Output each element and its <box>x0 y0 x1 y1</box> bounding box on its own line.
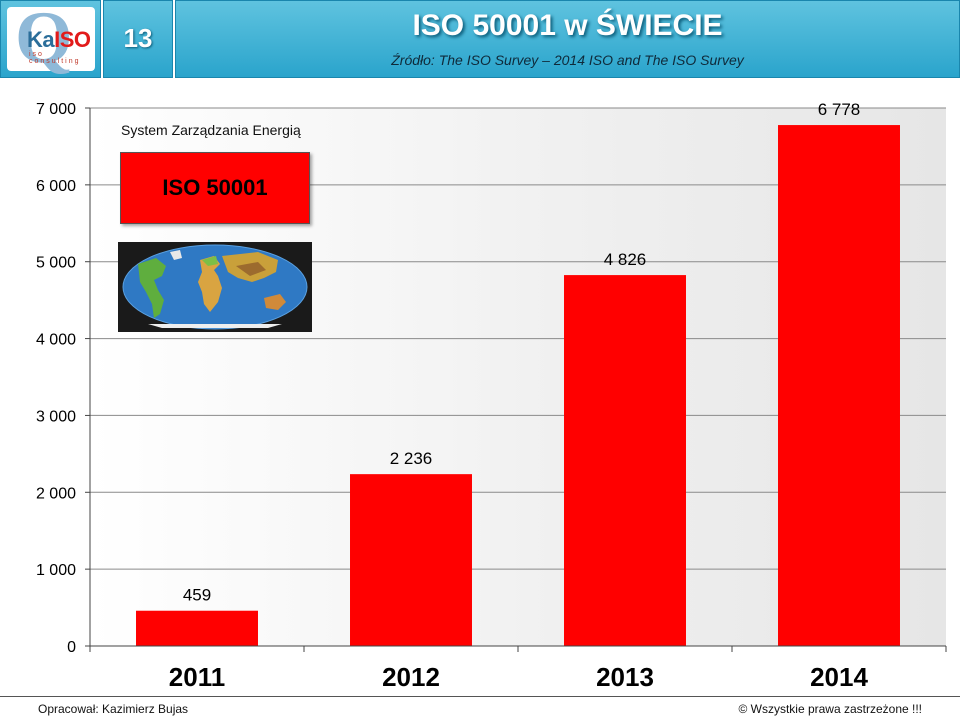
kaiso-logo: Q KaISO iso consulting <box>0 0 101 78</box>
copyright-notice: © Wszystkie prawa zastrzeżone !!! <box>738 702 922 716</box>
logo-q-glyph: Q <box>15 0 73 79</box>
energy-system-label: System Zarządzania Energią <box>121 122 301 138</box>
bar-2014 <box>778 125 900 647</box>
logo-text-prefix: Ka <box>27 27 55 52</box>
bar-2011 <box>136 610 258 646</box>
y-tick-label: 7 000 <box>36 101 76 118</box>
y-tick-label: 0 <box>67 639 76 656</box>
data-label-2014: 6 778 <box>818 100 861 119</box>
x-tick-label: 2012 <box>382 662 440 692</box>
logo-text-iso: ISO <box>54 27 91 52</box>
y-tick-label: 3 000 <box>36 408 76 425</box>
y-tick-label: 6 000 <box>36 178 76 195</box>
title-box: ISO 50001 w ŚWIECIE Źródło: The ISO Surv… <box>175 0 960 78</box>
x-tick-label: 2014 <box>810 662 868 692</box>
iso-50001-label: ISO 50001 <box>162 175 268 200</box>
y-tick-label: 1 000 <box>36 562 76 579</box>
source-subtitle: Źródło: The ISO Survey – 2014 ISO and Th… <box>391 52 744 68</box>
iso-50001-box: ISO 50001 <box>120 152 310 224</box>
x-axis: 2011 2012 2013 2014 <box>89 645 947 692</box>
x-tick-label: 2013 <box>596 662 654 692</box>
y-tick-label: 2 000 <box>36 485 76 502</box>
logo-wordmark: KaISO <box>27 29 91 51</box>
data-label-2011: 459 <box>183 586 211 605</box>
world-map-icon <box>118 242 312 332</box>
slide-footer: Opracował: Kazimierz Bujas © Wszystkie p… <box>0 696 960 721</box>
bar-2012 <box>350 474 472 646</box>
logo-subtext: iso consulting <box>29 51 81 65</box>
bars: 459 2 236 4 826 6 778 <box>136 100 900 647</box>
bar-2013 <box>564 275 686 646</box>
slide-header: Q KaISO iso consulting 13 ISO 50001 w ŚW… <box>0 0 960 80</box>
y-tick-label: 5 000 <box>36 255 76 272</box>
author-credit: Opracował: Kazimierz Bujas <box>38 702 189 716</box>
world-map-graphic <box>122 244 308 330</box>
data-label-2013: 4 826 <box>604 250 647 269</box>
y-tick-label: 4 000 <box>36 332 76 349</box>
page-title: ISO 50001 w ŚWIECIE <box>412 9 723 42</box>
data-label-2012: 2 236 <box>390 449 433 468</box>
slide-number: 13 <box>123 23 153 53</box>
logo-badge: Q KaISO iso consulting <box>7 1 95 75</box>
y-axis: 0 1 000 2 000 3 000 4 000 5 000 6 000 7 000 <box>36 101 91 656</box>
slide-number-box: 13 <box>103 0 173 78</box>
x-tick-label: 2011 <box>169 662 225 692</box>
